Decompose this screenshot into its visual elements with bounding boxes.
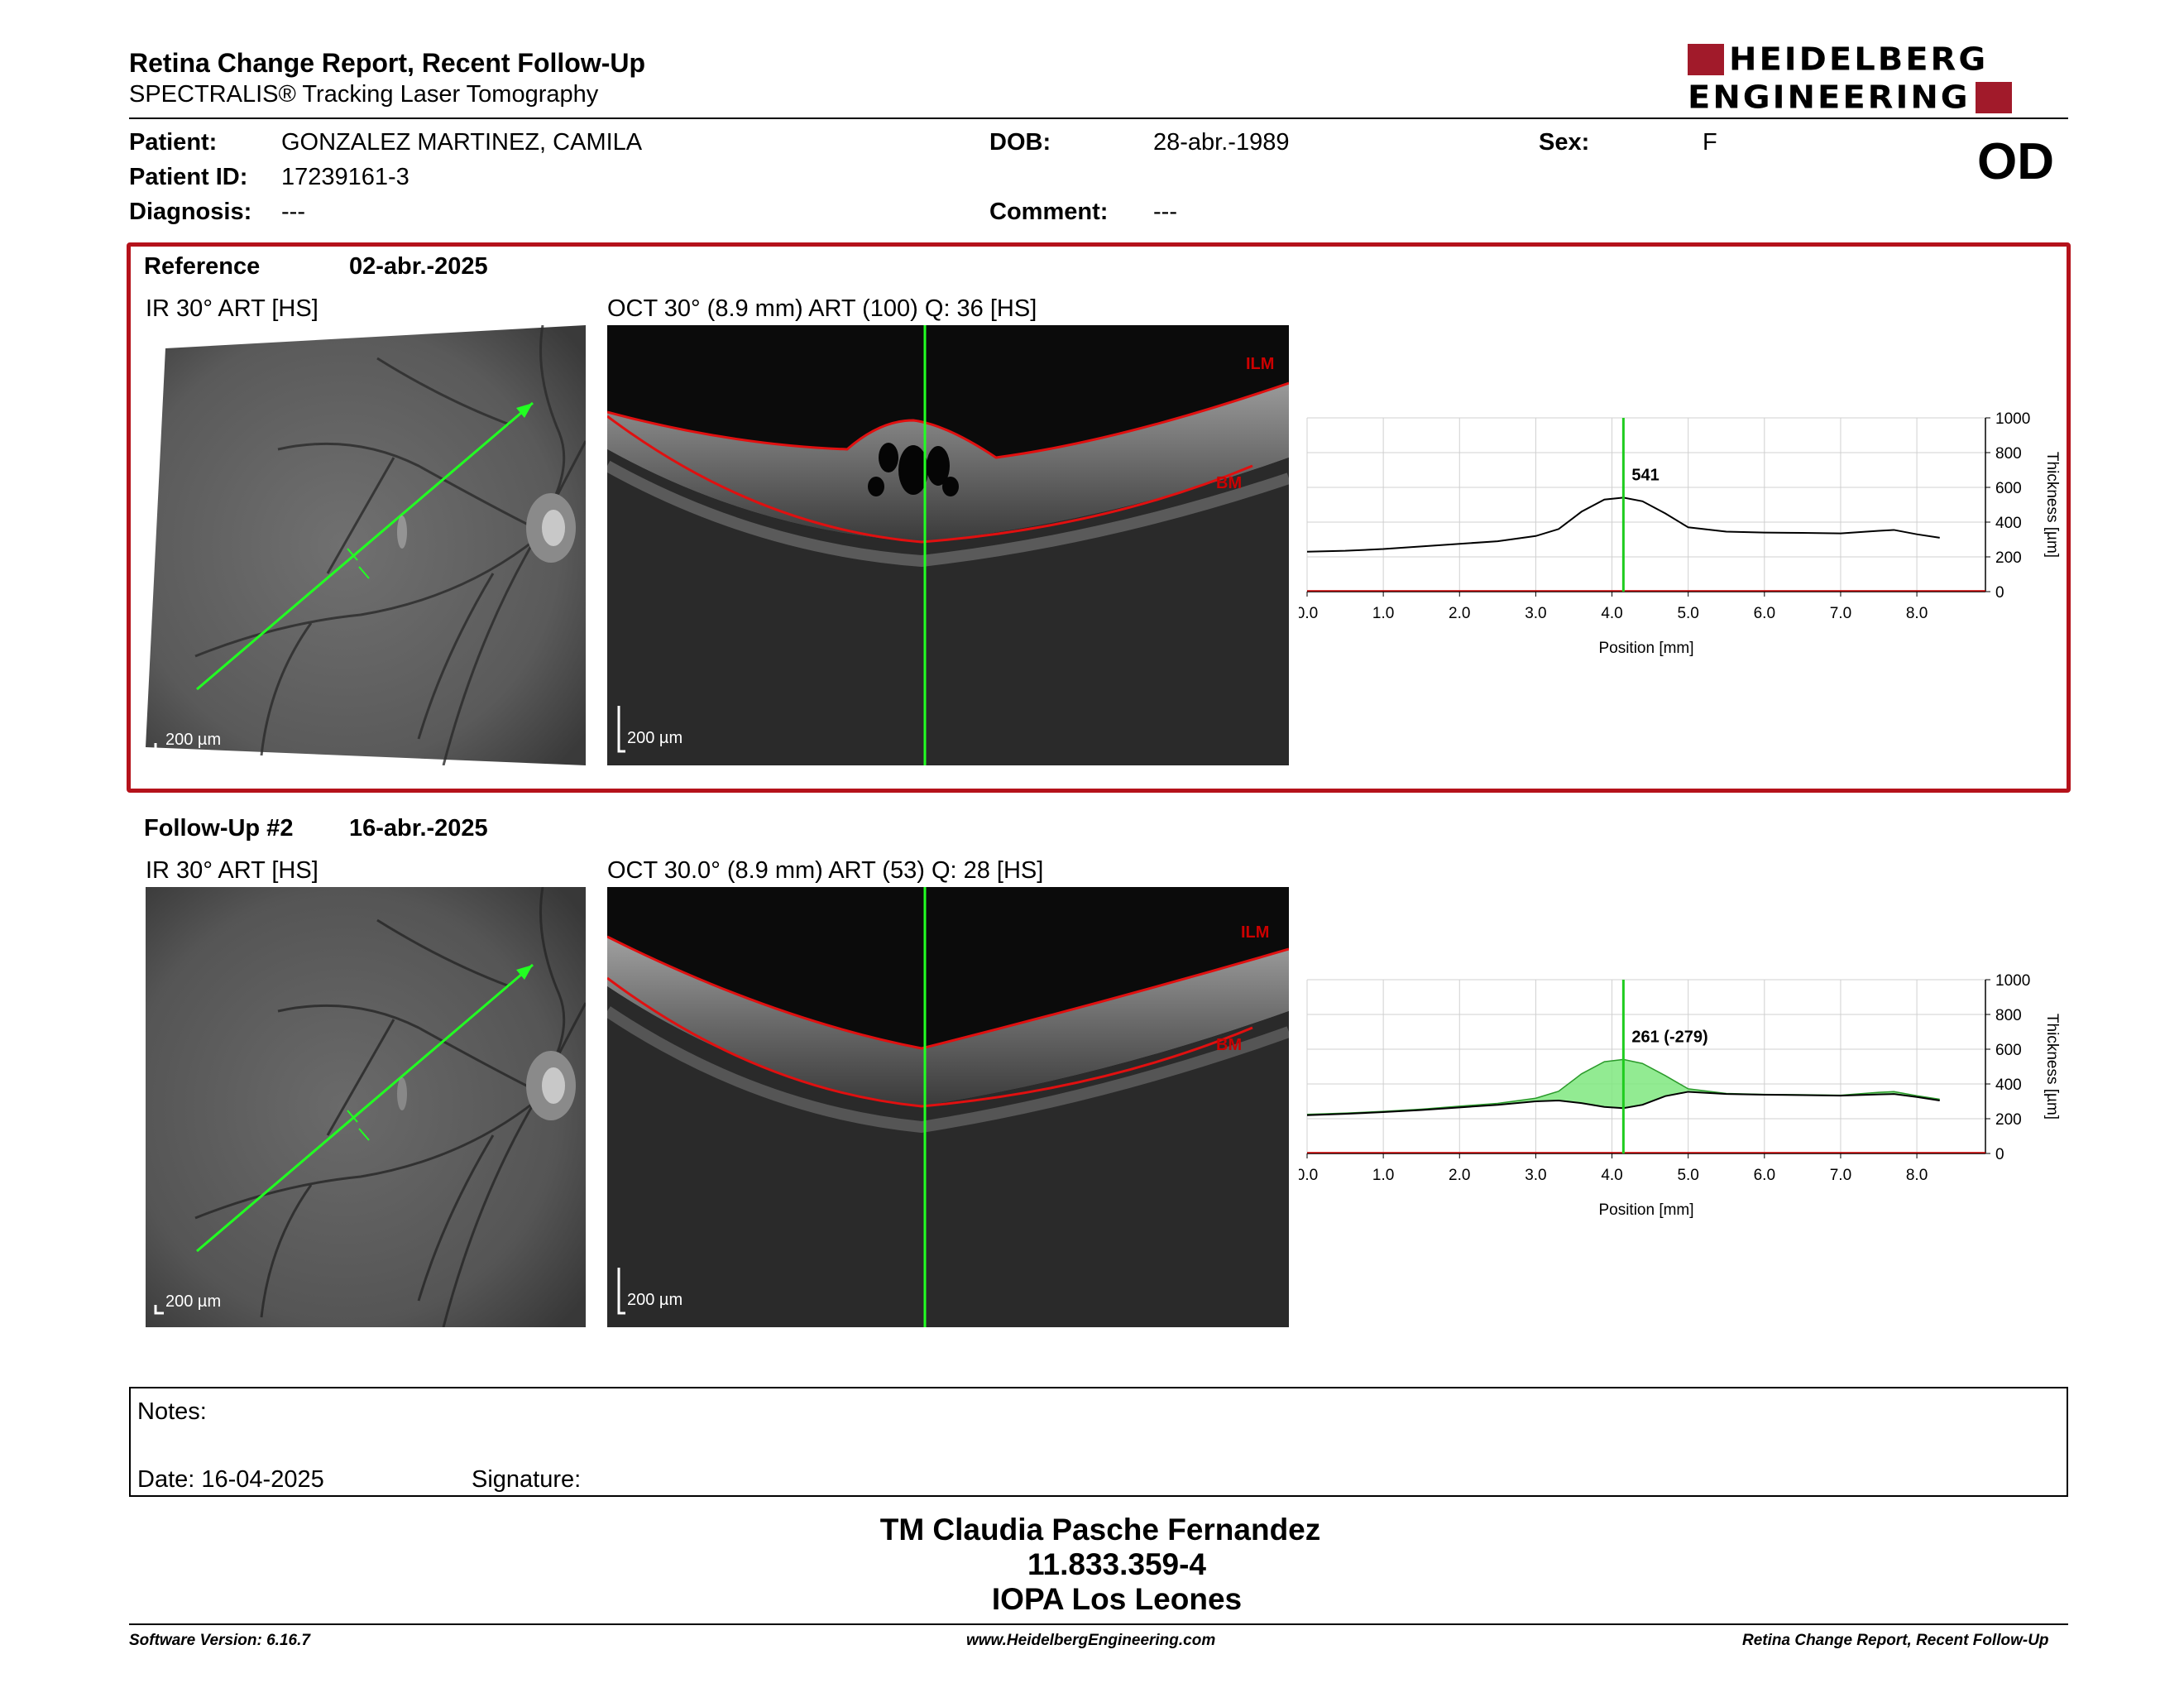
- software-version: Software Version: 6.16.7: [129, 1632, 310, 1649]
- chart-y-axis-label: Thickness [µm]: [2043, 452, 2061, 558]
- chart-x-axis-label: Position [mm]: [1598, 1201, 1693, 1219]
- followup-oct-bscan-image: ILM BM 200 µm: [607, 887, 1289, 1327]
- reference-oct-scale-label: 200 µm: [627, 729, 683, 747]
- reference-ir-scale-label: 200 µm: [165, 731, 222, 749]
- chart-x-tick-label: 1.0: [1372, 605, 1394, 622]
- followup-date: 16-abr.-2025: [349, 815, 488, 842]
- chart-y-tick-label: 600: [1995, 480, 2022, 497]
- comment-label: Comment:: [989, 199, 1109, 225]
- operator-name: TM Claudia Pasche Fernandez: [879, 1513, 1321, 1547]
- reference-ir-label: IR 30° ART [HS]: [146, 295, 318, 322]
- chart-x-tick-label: 2.0: [1449, 1167, 1470, 1184]
- footer-divider: [129, 1623, 2068, 1625]
- dob-label: DOB:: [989, 129, 1051, 156]
- chart-y-tick-label: 0: [1995, 1146, 2004, 1163]
- chart-annotation: 541: [1631, 467, 1659, 485]
- sex-label: Sex:: [1539, 129, 1590, 156]
- diagnosis-label: Diagnosis:: [129, 199, 252, 225]
- followup-ir-label: IR 30° ART [HS]: [146, 857, 318, 884]
- comment-value: ---: [1153, 199, 1177, 225]
- reference-date: 02-abr.-2025: [349, 253, 488, 280]
- patient-name: GONZALEZ MARTINEZ, CAMILA: [281, 129, 643, 156]
- chart-x-tick-label: 6.0: [1754, 1167, 1775, 1184]
- chart-x-tick-label: 8.0: [1906, 1167, 1928, 1184]
- reference-bm-label: BM: [1216, 474, 1243, 492]
- heidelberg-logo: HEIDELBERG ENGINEERING: [1688, 43, 2068, 117]
- patient-label: Patient:: [129, 129, 218, 156]
- patient-id: 17239161-3: [281, 164, 410, 190]
- reference-thickness-chart: 0.0 1.0 2.0 3.0 4.0 5.0 6.0 7.0 8.0 0 200 400 600 800…: [1299, 410, 2061, 657]
- chart-annotation: 261 (-279): [1631, 1029, 1707, 1047]
- chart-x-tick-label: 5.0: [1677, 1167, 1698, 1184]
- chart-x-tick-label: 2.0: [1449, 605, 1470, 622]
- chart-series-line: [1306, 1058, 1940, 1115]
- chart-x-axis-label: Position [mm]: [1598, 640, 1693, 657]
- chart-x-tick-label: 4.0: [1601, 1167, 1622, 1184]
- chart-x-tick-label: 6.0: [1754, 605, 1775, 622]
- notes-date: Date: 16-04-2025: [137, 1466, 324, 1493]
- chart-x-tick-label: 5.0: [1677, 605, 1698, 622]
- chart-y-tick-label: 0: [1995, 584, 2004, 602]
- logo-text-line1: HEIDELBERG: [1729, 41, 1989, 78]
- institution-name: IOPA Los Leones: [991, 1582, 1243, 1616]
- operator-id: 11.833.359-4: [1027, 1547, 1207, 1581]
- reference-frame: [127, 242, 2071, 793]
- chart-x-tick-label: 0.0: [1299, 605, 1318, 622]
- logo-block-icon: [1975, 82, 2012, 113]
- followup-label: Follow-Up #2: [144, 815, 294, 842]
- chart-y-tick-label: 800: [1995, 1007, 2022, 1024]
- followup-thickness-chart: 0.0 1.0 2.0 3.0 4.0 5.0 6.0 7.0 8.0 0 200 400 600 800…: [1299, 972, 2061, 1219]
- reference-ir-fundus-image: 200 µm: [146, 325, 586, 765]
- signature-label: Signature:: [472, 1466, 582, 1493]
- chart-x-tick-label: 3.0: [1525, 605, 1546, 622]
- chart-x-tick-label: 0.0: [1299, 1167, 1318, 1184]
- sex-value: F: [1703, 129, 1717, 156]
- patient-id-label: Patient ID:: [129, 164, 248, 190]
- reference-ilm-label: ILM: [1246, 355, 1275, 373]
- notes-box: Notes: Date: 16-04-2025 Signature:: [129, 1387, 2068, 1497]
- followup-oct-scale-label: 200 µm: [627, 1291, 683, 1309]
- chart-y-tick-label: 600: [1995, 1042, 2022, 1059]
- website-link[interactable]: www.HeidelbergEngineering.com: [966, 1632, 1216, 1649]
- chart-x-tick-label: 7.0: [1830, 1167, 1851, 1184]
- report-subtitle: SPECTRALIS® Tracking Laser Tomography: [129, 81, 599, 108]
- followup-ilm-label: ILM: [1241, 923, 1270, 942]
- header-divider: [129, 117, 2068, 119]
- chart-x-tick-label: 4.0: [1601, 605, 1622, 622]
- logo-text-line2: ENGINEERING: [1688, 79, 1971, 116]
- reference-oct-label: OCT 30° (8.9 mm) ART (100) Q: 36 [HS]: [607, 295, 1037, 322]
- diagnosis-value: ---: [281, 199, 305, 225]
- chart-x-tick-label: 7.0: [1830, 605, 1851, 622]
- followup-bm-label: BM: [1216, 1036, 1243, 1054]
- report-name-footer: Retina Change Report, Recent Follow-Up: [1742, 1632, 2049, 1649]
- report-title: Retina Change Report, Recent Follow-Up: [129, 48, 646, 78]
- chart-x-tick-label: 1.0: [1372, 1167, 1394, 1184]
- chart-y-tick-label: 400: [1995, 1077, 2022, 1094]
- chart-y-tick-label: 400: [1995, 515, 2022, 532]
- eye-indicator: OD: [1977, 133, 2054, 190]
- followup-oct-label: OCT 30.0° (8.9 mm) ART (53) Q: 28 [HS]: [607, 857, 1044, 884]
- chart-y-tick-label: 1000: [1995, 972, 2030, 990]
- notes-label: Notes:: [137, 1398, 207, 1425]
- followup-ir-fundus-image: 200 µm: [146, 887, 586, 1327]
- chart-y-tick-label: 200: [1995, 1111, 2022, 1129]
- reference-label: Reference: [144, 253, 261, 280]
- dob-value: 28-abr.-1989: [1153, 129, 1290, 156]
- chart-y-tick-label: 800: [1995, 445, 2022, 463]
- chart-y-tick-label: 1000: [1995, 410, 2030, 428]
- chart-series-line: [1306, 1091, 1940, 1116]
- chart-y-tick-label: 200: [1995, 549, 2022, 567]
- logo-block-icon: [1688, 44, 1724, 75]
- chart-y-axis-label: Thickness [µm]: [2043, 1014, 2061, 1120]
- followup-ir-scale-label: 200 µm: [165, 1292, 222, 1311]
- chart-series-line: [1306, 496, 1940, 553]
- chart-x-tick-label: 8.0: [1906, 605, 1928, 622]
- chart-x-tick-label: 3.0: [1525, 1167, 1546, 1184]
- reference-oct-bscan-image: ILM BM 200 µm: [607, 325, 1289, 765]
